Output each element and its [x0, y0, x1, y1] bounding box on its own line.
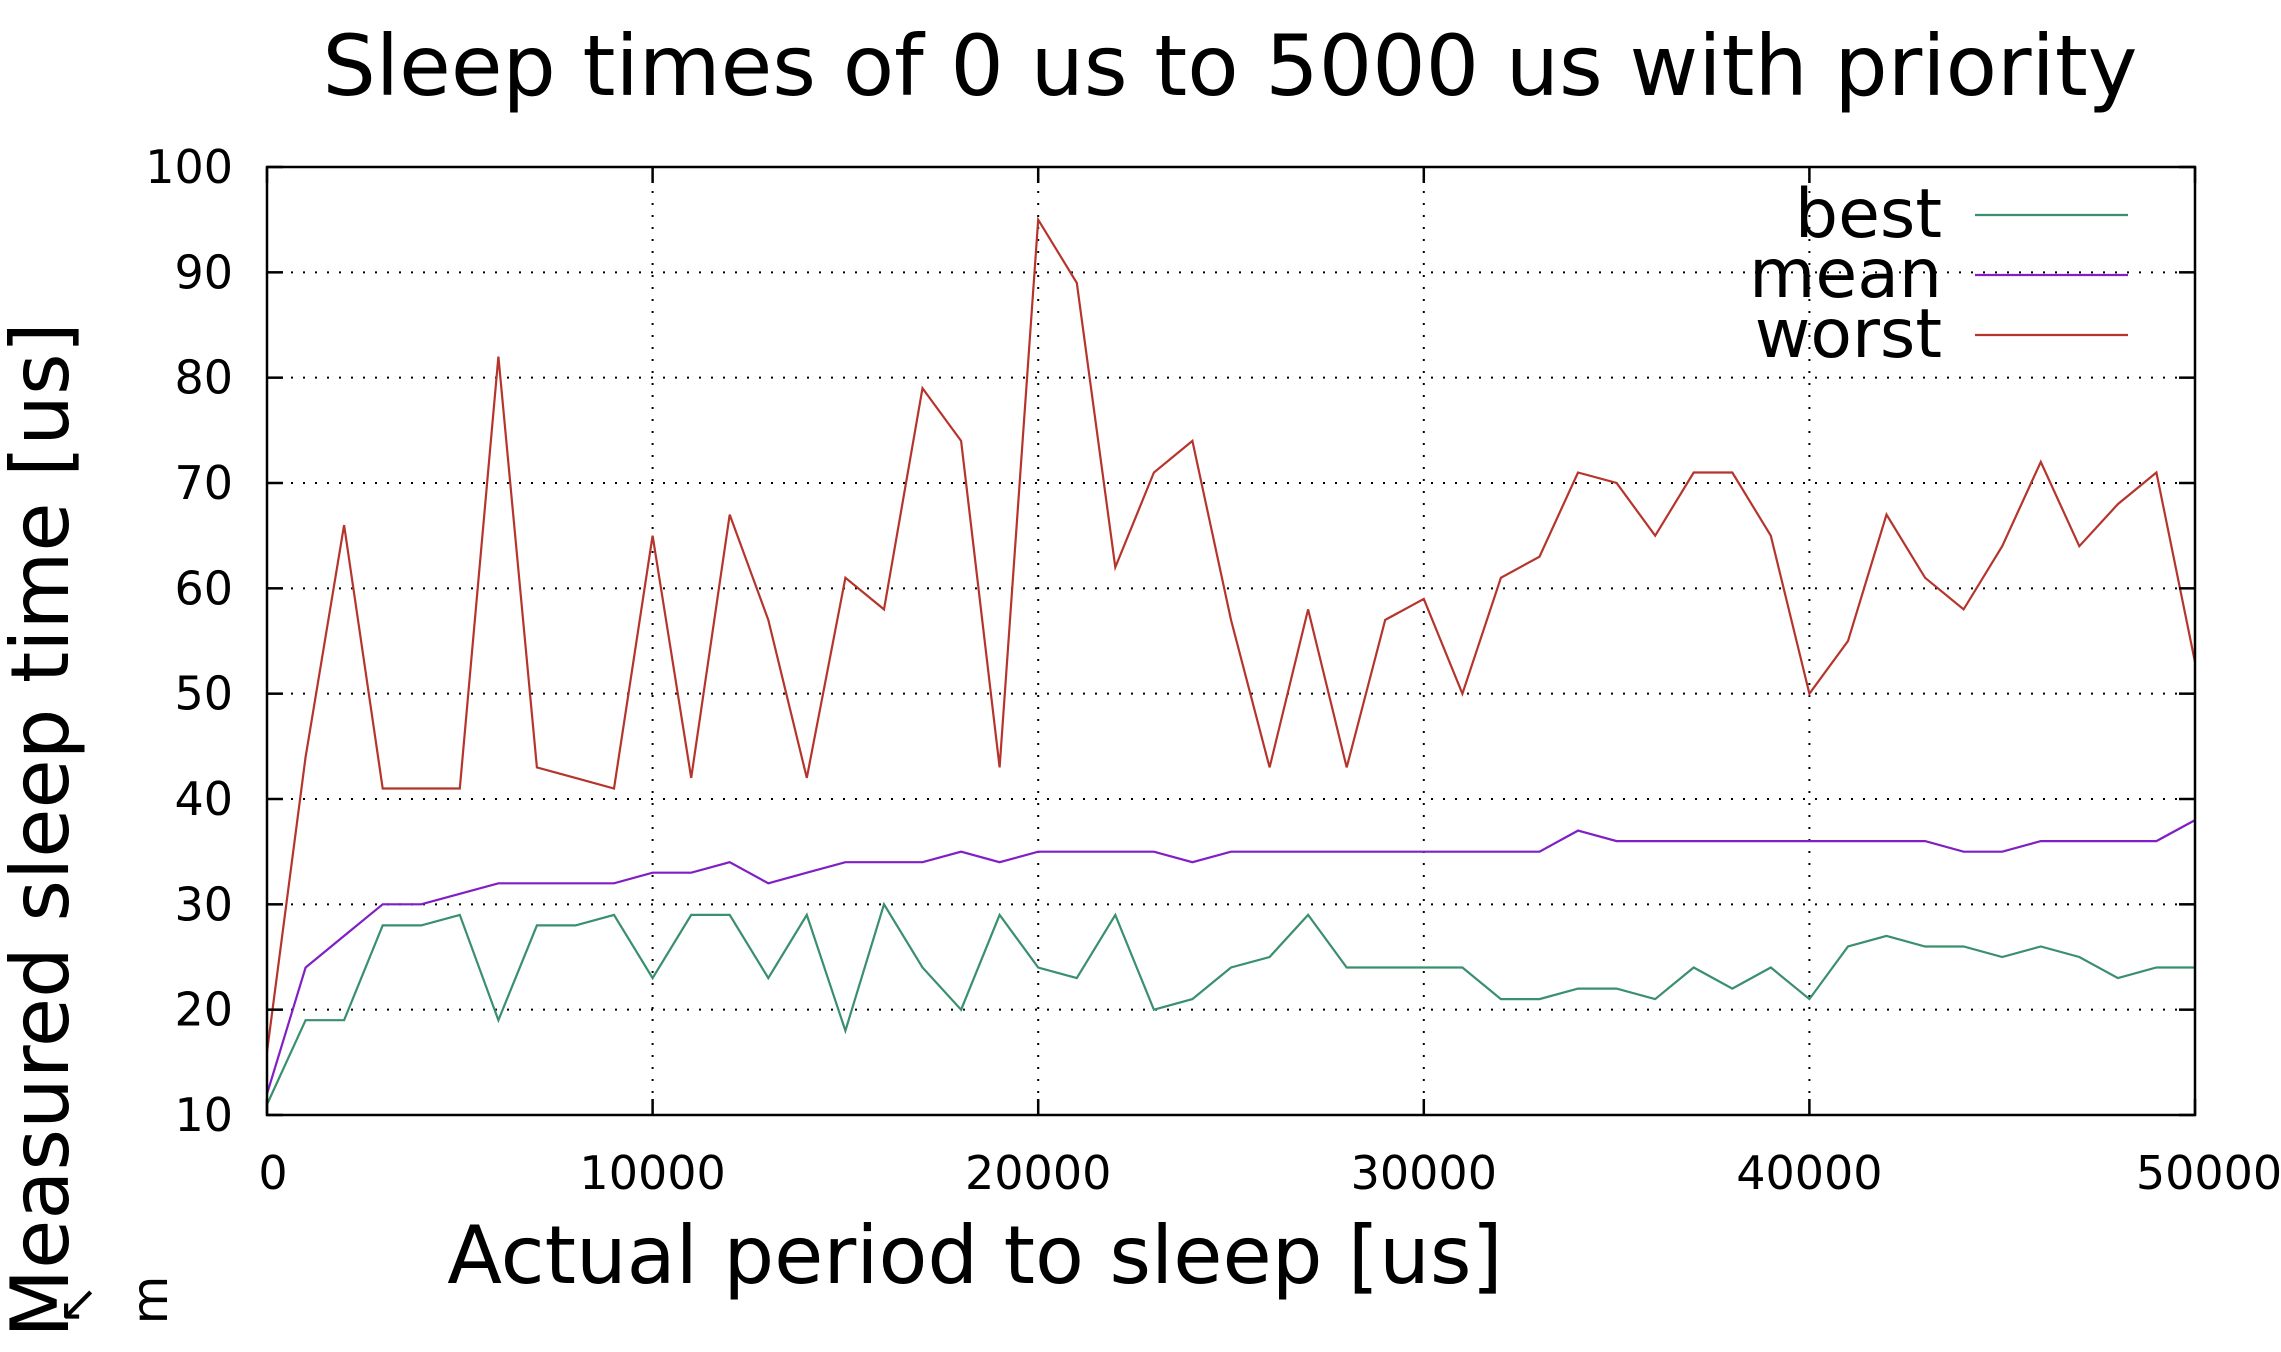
grid-lines: [267, 167, 2195, 1115]
y-tick-label-0: 10: [174, 1088, 233, 1142]
x-tick-label-5: 50000: [2136, 1146, 2281, 1200]
y-tick-label-2: 30: [174, 877, 233, 931]
tick-labels: 10 20 30 40 50 60 70 80 90 100 0 10000 20000 30000 400…: [145, 140, 2281, 1200]
y-tick-label-6: 70: [174, 456, 233, 510]
y-tick-label-7: 80: [174, 351, 233, 405]
series-lines: [265, 216, 2197, 1105]
legend-label-mean: mean: [1749, 235, 1942, 314]
y-tick-label-3: 40: [174, 772, 233, 826]
y-tick-label-8: 90: [174, 245, 233, 299]
x-axis-label: Actual period to sleep [us]: [447, 1209, 1502, 1302]
plot-frame: [265, 165, 2197, 1117]
series-line-worst: [265, 216, 2197, 1052]
chart-title: Sleep times of 0 us to 5000 us with prio…: [322, 17, 2137, 115]
axes: [265, 165, 2197, 1117]
y-axis-label: Measured sleep time [us]: [0, 322, 87, 1338]
x-tick-label-4: 40000: [1736, 1146, 1882, 1200]
x-tick-label-2: 20000: [965, 1146, 1111, 1200]
legend-label-best: best: [1795, 175, 1942, 254]
annotation-arrow: ↙: [57, 1274, 99, 1332]
annotation: ↙ m: [57, 1274, 179, 1332]
x-tick-label-3: 30000: [1351, 1146, 1497, 1200]
y-tick-label-5: 60: [174, 561, 233, 615]
series-line-best: [265, 901, 2195, 1105]
series-line-mean: [265, 819, 2196, 1095]
x-tick-label-0: 0: [258, 1146, 287, 1200]
y-tick-label-4: 50: [174, 667, 233, 721]
y-tick-label-9: 100: [145, 140, 233, 194]
x-tick-label-1: 10000: [579, 1146, 725, 1200]
y-tick-label-1: 20: [174, 983, 233, 1037]
annotation-text: m: [121, 1276, 179, 1325]
legend-label-worst: worst: [1755, 295, 1942, 374]
